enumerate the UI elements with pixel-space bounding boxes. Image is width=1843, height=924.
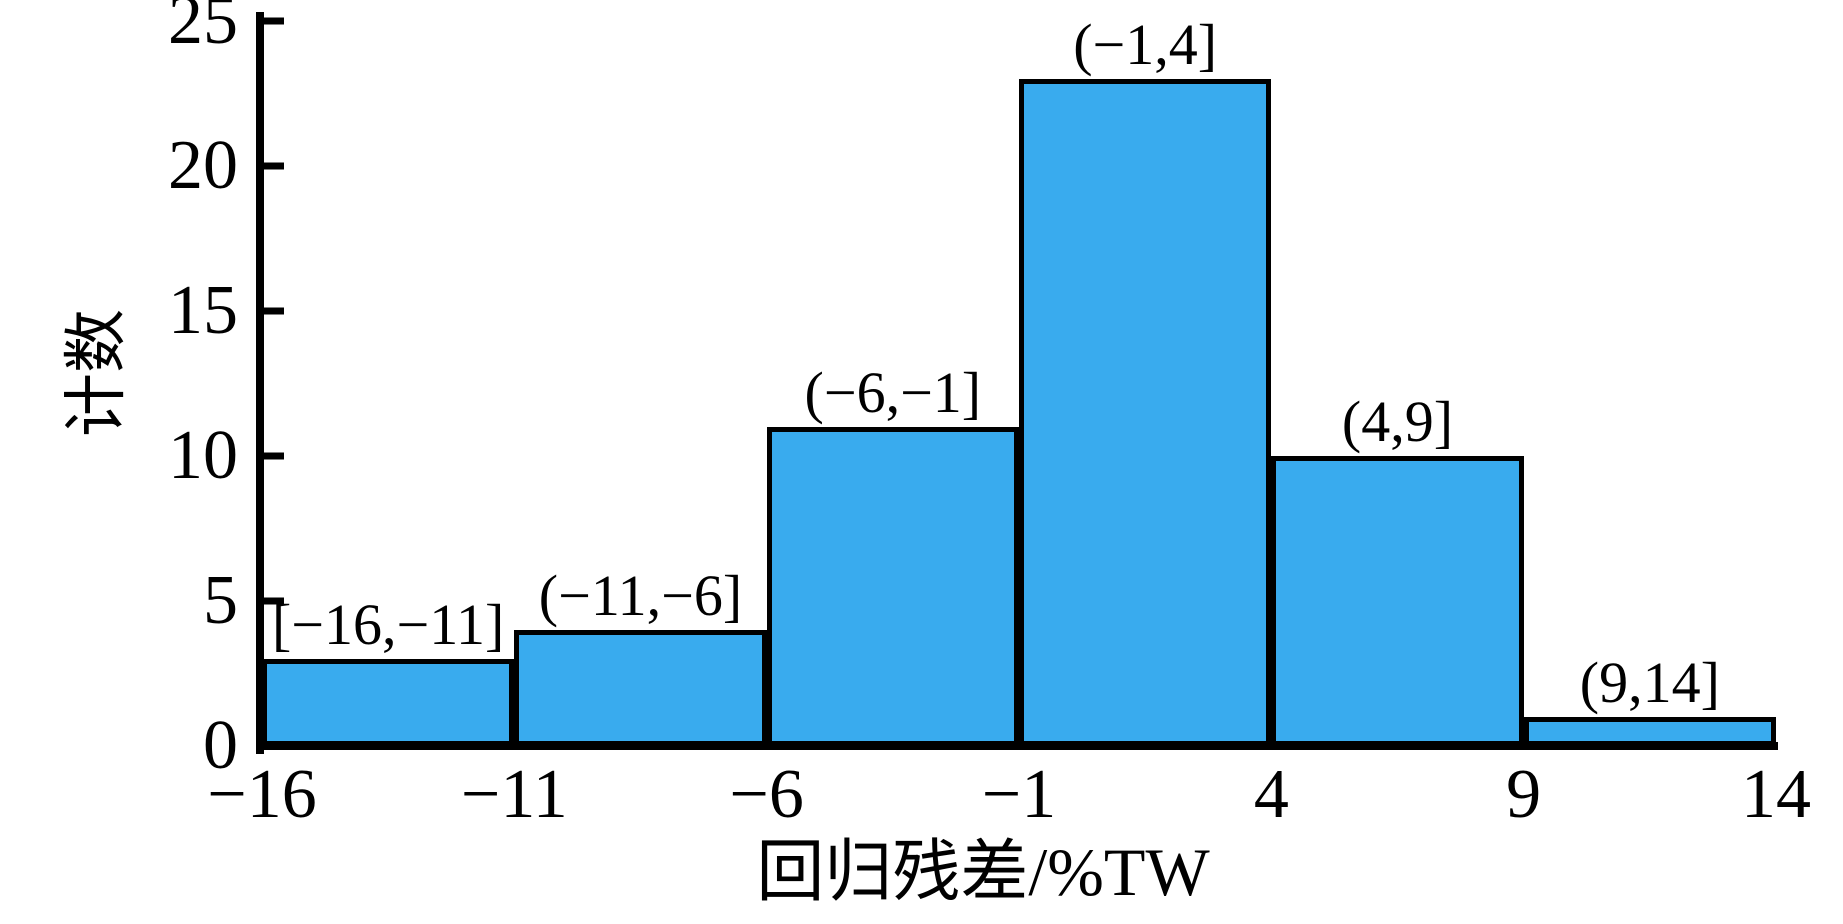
y-tick-label: 15 xyxy=(168,272,238,349)
y-axis-line xyxy=(256,12,264,754)
y-axis-tick xyxy=(262,452,284,460)
histogram-bar xyxy=(1271,456,1524,746)
bar-interval-label: (−6,−1] xyxy=(804,360,982,426)
x-tick-label: −16 xyxy=(207,756,317,833)
histogram-bar xyxy=(1019,79,1272,746)
x-tick-label: −11 xyxy=(460,756,568,833)
histogram-bar xyxy=(1523,717,1776,746)
bar-interval-label: (−1,4] xyxy=(1073,12,1218,78)
bar-interval-label: (4,9] xyxy=(1341,389,1454,455)
histogram-bar xyxy=(766,427,1019,746)
histogram-bar xyxy=(514,630,767,746)
x-axis-title: 回归残差/%TW xyxy=(756,834,1210,910)
x-axis-line xyxy=(256,742,1778,750)
y-axis-tick xyxy=(262,162,284,170)
x-tick-label: 9 xyxy=(1506,756,1542,833)
histogram-bar xyxy=(262,659,515,746)
y-tick-label: 5 xyxy=(203,562,238,639)
y-tick-label: 10 xyxy=(168,417,238,494)
y-tick-label: 20 xyxy=(168,127,238,204)
y-axis-tick xyxy=(262,307,284,315)
x-tick-label: −1 xyxy=(981,756,1057,833)
y-tick-label: 25 xyxy=(168,0,238,59)
y-axis-title: 计数 xyxy=(61,309,132,437)
x-tick-label: 14 xyxy=(1741,756,1811,833)
x-tick-label: −6 xyxy=(729,756,804,833)
x-tick-label: 4 xyxy=(1253,756,1289,833)
y-axis-tick xyxy=(262,597,284,605)
bar-interval-label: (−11,−6] xyxy=(538,563,743,629)
bar-interval-label: [−16,−11] xyxy=(271,592,505,658)
y-axis-tick xyxy=(262,17,284,25)
y-tick-label: 0 xyxy=(203,707,238,784)
bar-interval-label: (9,14] xyxy=(1579,650,1720,716)
